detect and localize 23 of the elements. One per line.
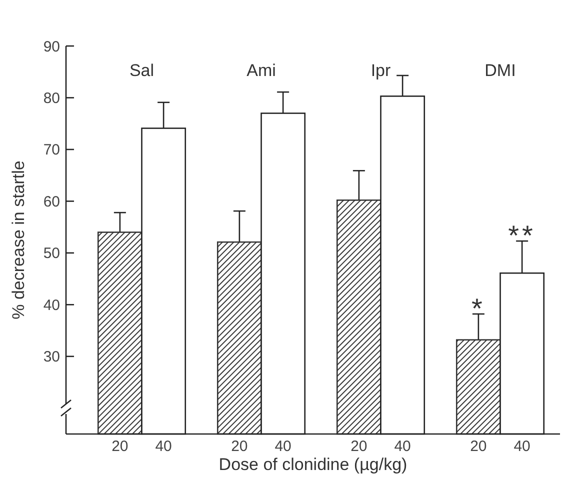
- y-tick-label: 40: [43, 296, 60, 314]
- text: 20: [350, 438, 368, 455]
- text: 40: [394, 438, 411, 455]
- annotation: *: [471, 292, 486, 324]
- y-tick-label: 60: [43, 193, 60, 210]
- y-axis-title: % decrease in startle: [9, 160, 28, 320]
- text: 20: [470, 438, 487, 455]
- y-tick-label: 70: [43, 142, 60, 159]
- y-tick-label: 90: [43, 38, 60, 56]
- y-tick-label: 80: [43, 90, 60, 107]
- x-axis-title: Dose of clonidine (µg/kg): [218, 455, 408, 474]
- annotation: **: [508, 220, 536, 252]
- x-tick-label: Ami: [246, 61, 276, 80]
- text: 40: [514, 438, 530, 455]
- x-tick-label: DMI: [484, 61, 516, 80]
- x-tick-label: Ipr: [370, 61, 392, 80]
- y-tick-label: 50: [43, 245, 60, 262]
- series-label: 40: [155, 438, 172, 455]
- series-label: 20: [112, 438, 128, 455]
- text: 40: [274, 438, 292, 455]
- x-tick-label: Sal: [129, 61, 154, 80]
- y-tick-label: 30: [43, 348, 60, 366]
- text: 20: [231, 438, 248, 455]
